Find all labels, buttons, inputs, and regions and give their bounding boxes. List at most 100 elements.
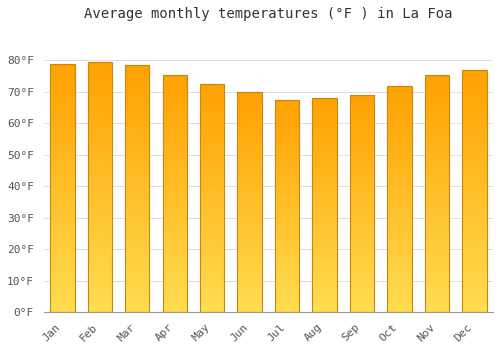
Bar	[312, 114, 336, 117]
Bar	[275, 108, 299, 110]
Bar	[50, 188, 74, 191]
Bar	[350, 309, 374, 312]
Bar	[238, 141, 262, 144]
Bar	[312, 104, 336, 106]
Bar	[350, 125, 374, 128]
Bar	[50, 64, 74, 67]
Bar	[350, 106, 374, 108]
Bar	[312, 216, 336, 218]
Bar	[125, 158, 150, 161]
Bar	[388, 151, 411, 154]
Bar	[424, 173, 449, 175]
Bar	[162, 78, 187, 80]
Bar	[312, 170, 336, 173]
Bar	[200, 90, 224, 93]
Bar	[162, 217, 187, 220]
Bar	[275, 259, 299, 261]
Bar	[388, 244, 411, 247]
Bar	[424, 226, 449, 229]
Bar	[424, 202, 449, 205]
Bar	[312, 98, 336, 312]
Bar	[238, 307, 262, 309]
Bar	[125, 84, 150, 87]
Bar	[275, 227, 299, 230]
Bar	[388, 185, 411, 188]
Bar	[312, 205, 336, 208]
Bar	[88, 240, 112, 243]
Bar	[162, 294, 187, 297]
Bar	[200, 309, 224, 312]
Bar	[200, 215, 224, 218]
Bar	[162, 288, 187, 291]
Bar	[125, 68, 150, 71]
Bar	[162, 119, 187, 122]
Bar	[350, 288, 374, 290]
Bar	[350, 293, 374, 296]
Bar	[125, 186, 150, 189]
Bar	[388, 86, 411, 312]
Bar	[50, 172, 74, 175]
Bar	[88, 184, 112, 187]
Bar	[162, 90, 187, 92]
Bar	[50, 228, 74, 231]
Bar	[88, 81, 112, 84]
Bar	[388, 199, 411, 202]
Bar	[312, 106, 336, 109]
Bar	[424, 259, 449, 261]
Bar	[162, 208, 187, 211]
Bar	[350, 233, 374, 236]
Bar	[88, 62, 112, 65]
Bar	[462, 254, 486, 258]
Bar	[50, 185, 74, 188]
Bar	[50, 89, 74, 92]
Bar	[350, 198, 374, 201]
Bar	[462, 173, 486, 176]
Bar	[388, 264, 411, 267]
Bar	[312, 135, 336, 138]
Bar	[162, 232, 187, 235]
Bar	[50, 94, 74, 98]
Bar	[238, 147, 262, 150]
Bar	[50, 76, 74, 79]
Bar	[162, 169, 187, 173]
Bar	[162, 261, 187, 265]
Bar	[162, 211, 187, 214]
Bar	[350, 166, 374, 168]
Bar	[125, 309, 150, 312]
Bar	[275, 198, 299, 201]
Bar	[162, 276, 187, 279]
Bar	[88, 212, 112, 215]
Bar	[388, 156, 411, 159]
Bar	[125, 108, 150, 111]
Bar	[275, 174, 299, 177]
Bar	[50, 240, 74, 244]
Bar	[125, 244, 150, 247]
Bar	[424, 119, 449, 122]
Bar	[388, 204, 411, 207]
Bar	[162, 247, 187, 250]
Bar	[424, 184, 449, 187]
Bar	[424, 86, 449, 90]
Bar	[238, 216, 262, 218]
Bar	[462, 133, 486, 136]
Bar	[312, 186, 336, 189]
Bar	[238, 227, 262, 230]
Bar	[200, 269, 224, 272]
Bar	[162, 175, 187, 178]
Bar	[388, 136, 411, 139]
Bar	[88, 187, 112, 190]
Bar	[350, 187, 374, 190]
Bar	[238, 169, 262, 172]
Bar	[50, 135, 74, 138]
Bar	[350, 158, 374, 160]
Bar	[162, 152, 187, 155]
Bar	[388, 309, 411, 312]
Bar	[50, 141, 74, 144]
Bar	[424, 122, 449, 125]
Bar	[275, 113, 299, 116]
Bar	[162, 146, 187, 149]
Bar	[312, 189, 336, 192]
Bar	[424, 169, 449, 173]
Bar	[125, 90, 150, 93]
Bar	[200, 272, 224, 275]
